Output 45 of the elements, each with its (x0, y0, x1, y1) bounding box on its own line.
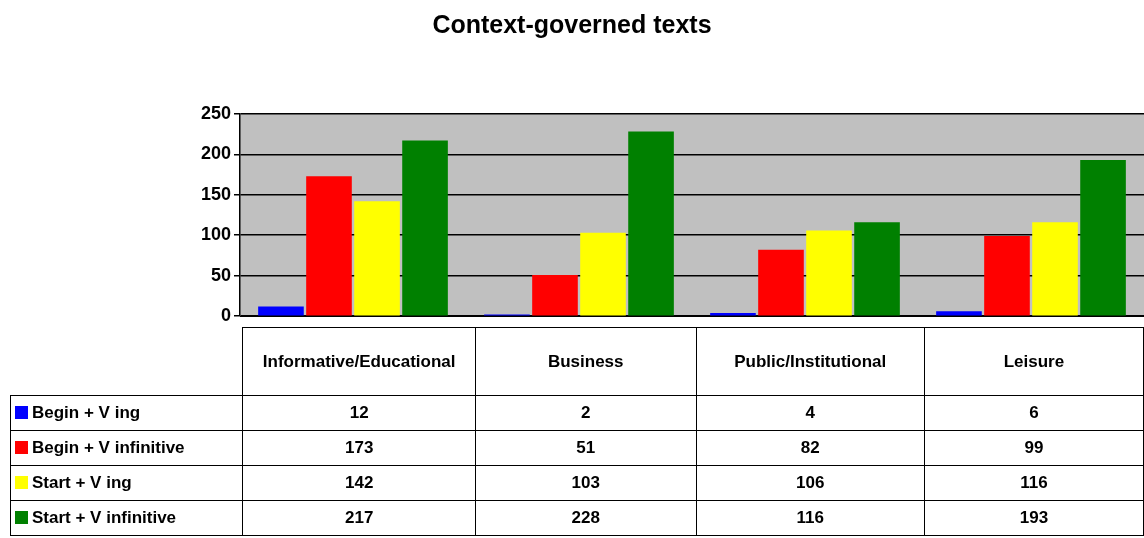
x-tick-label: Leisure (924, 327, 1144, 396)
data-label: 217 (242, 500, 476, 536)
bar (306, 176, 352, 316)
bar (628, 131, 674, 316)
data-label: 142 (242, 465, 476, 501)
data-label: 106 (696, 465, 925, 501)
legend-label: Begin + V infinitive (10, 430, 243, 466)
bar (854, 222, 900, 316)
legend-label: Start + V infinitive (10, 500, 243, 536)
bar (936, 311, 982, 316)
data-label: 103 (475, 465, 697, 501)
y-tick-label: 150 (200, 183, 231, 204)
x-tick-label: Informative/Educational (242, 327, 476, 396)
x-tick-label: Public/Institutional (696, 327, 925, 396)
x-tick-label: Business (475, 327, 697, 396)
bar (580, 232, 626, 316)
data-label: 12 (242, 395, 476, 431)
bar (1032, 222, 1078, 316)
bar (758, 249, 804, 316)
data-label: 2 (475, 395, 697, 431)
bar (258, 306, 304, 316)
bar (984, 236, 1030, 316)
bar (532, 274, 578, 316)
bar (1080, 159, 1126, 316)
y-tick-label: 250 (200, 102, 231, 123)
data-label: 193 (924, 500, 1144, 536)
legend-label: Begin + V ing (10, 395, 243, 431)
y-tick-label: 100 (200, 224, 231, 245)
data-label: 82 (696, 430, 925, 466)
legend-label: Start + V ing (10, 465, 243, 501)
data-label: 228 (475, 500, 697, 536)
data-label: 6 (924, 395, 1144, 431)
chart-title: Context-governed texts (431, 10, 713, 39)
y-tick-label: 200 (200, 143, 231, 164)
data-label: 173 (242, 430, 476, 466)
data-label: 99 (924, 430, 1144, 466)
bar (402, 140, 448, 316)
y-tick-label: 50 (210, 264, 231, 285)
data-label: 116 (924, 465, 1144, 501)
data-label: 116 (696, 500, 925, 536)
bar (806, 230, 852, 316)
bar (354, 201, 400, 316)
data-label: 51 (475, 430, 697, 466)
data-label: 4 (696, 395, 925, 431)
y-tick-label: 0 (220, 305, 231, 326)
